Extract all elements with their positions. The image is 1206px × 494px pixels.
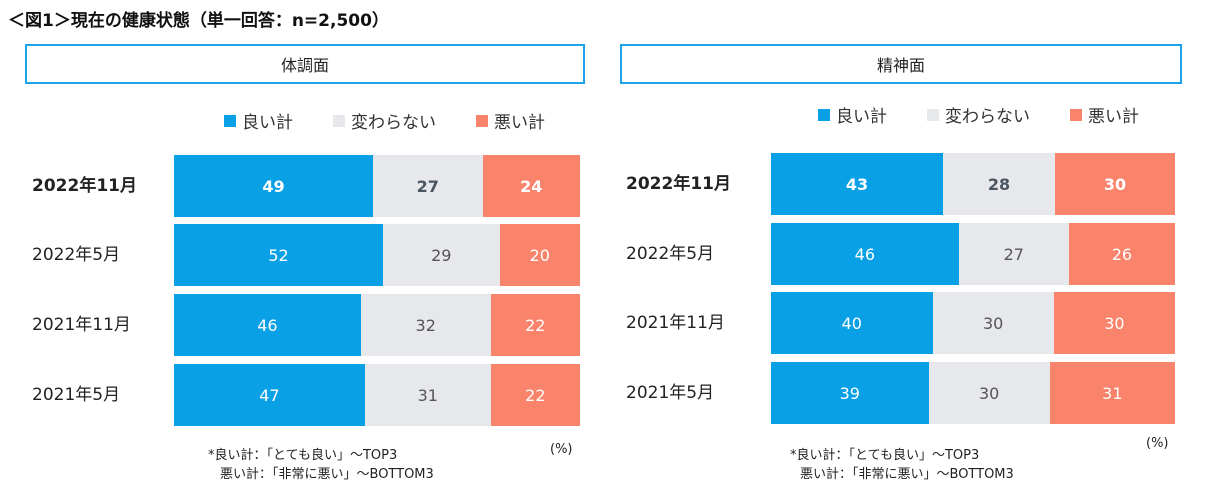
bar-segment-good: 46 xyxy=(174,294,361,356)
bar-segment-same: 27 xyxy=(958,223,1069,285)
stacked-bar: 52 29 20 xyxy=(174,224,580,286)
legend-item-bad: 悪い計 xyxy=(476,108,545,133)
bar-segment-same: 31 xyxy=(364,364,491,426)
bar-segment-bad: 20 xyxy=(499,224,580,286)
bar-segment-good: 43 xyxy=(771,153,943,215)
bar-segment-good: 39 xyxy=(771,362,929,424)
bar-segment-good: 49 xyxy=(174,155,373,217)
footnote-line-good: *良い計：「とても良い」～TOP3 xyxy=(790,448,980,463)
row-label: 2022年5月 xyxy=(626,244,715,264)
legend-swatch-good xyxy=(224,114,236,127)
bar-segment-same: 28 xyxy=(943,153,1055,215)
row-label: 2021年11月 xyxy=(626,313,725,333)
footnote-physical: *良い計：「とても良い」～TOP3 悪い計：「非常に悪い」～BOTTOM3 xyxy=(208,446,434,484)
unit-label-physical: (%) xyxy=(550,442,573,457)
legend-label-good: 良い計 xyxy=(242,113,293,133)
legend-label-good: 良い計 xyxy=(836,107,887,127)
legend-physical: 良い計 変わらない 悪い計 xyxy=(224,108,545,133)
stacked-bar: 47 31 22 xyxy=(174,364,580,426)
row-label: 2021年5月 xyxy=(626,383,715,403)
footnote-line-bad: 悪い計：「非常に悪い」～BOTTOM3 xyxy=(800,467,1014,482)
figure-title: ＜図1＞現在の健康状態（単一回答：n=2,500） xyxy=(8,11,389,31)
legend-swatch-same xyxy=(333,114,345,127)
legend-item-good: 良い計 xyxy=(224,108,293,133)
panel-header-mental: 精神面 xyxy=(620,44,1182,84)
stacked-bar: 46 32 22 xyxy=(174,294,580,356)
bar-segment-good: 46 xyxy=(771,223,959,285)
bar-segment-same: 29 xyxy=(383,224,500,286)
bar-segment-good: 47 xyxy=(174,364,365,426)
footnote-mental: *良い計：「とても良い」～TOP3 悪い計：「非常に悪い」～BOTTOM3 xyxy=(790,446,1014,484)
bar-segment-same: 32 xyxy=(360,294,491,356)
legend-swatch-bad xyxy=(1070,108,1082,121)
panel-header-physical: 体調面 xyxy=(25,44,585,84)
legend-swatch-bad xyxy=(476,114,488,127)
bar-segment-bad: 30 xyxy=(1053,292,1175,354)
footnote-line-bad: 悪い計：「非常に悪い」～BOTTOM3 xyxy=(220,467,434,482)
bar-segment-same: 30 xyxy=(932,292,1054,354)
legend-item-good: 良い計 xyxy=(818,102,887,127)
row-label: 2022年11月 xyxy=(626,174,731,194)
stacked-bar: 39 30 31 xyxy=(771,362,1175,424)
stacked-bar: 49 27 24 xyxy=(174,155,580,217)
bar-segment-bad: 24 xyxy=(482,155,580,217)
legend-item-same: 変わらない xyxy=(927,102,1030,127)
bar-segment-bad: 31 xyxy=(1049,362,1175,424)
stacked-bar: 40 30 30 xyxy=(771,292,1175,354)
legend-swatch-good xyxy=(818,108,830,121)
footnote-line-good: *良い計：「とても良い」～TOP3 xyxy=(208,448,398,463)
bar-segment-bad: 30 xyxy=(1055,153,1175,215)
bar-segment-bad: 22 xyxy=(490,364,580,426)
row-label: 2021年11月 xyxy=(32,315,131,335)
legend-item-bad: 悪い計 xyxy=(1070,102,1139,127)
bar-segment-bad: 26 xyxy=(1068,223,1175,285)
row-label: 2021年5月 xyxy=(32,385,121,405)
legend-swatch-same xyxy=(927,108,939,121)
stacked-bar: 46 27 26 xyxy=(771,223,1175,285)
bar-segment-same: 30 xyxy=(928,362,1050,424)
legend-mental: 良い計 変わらない 悪い計 xyxy=(818,102,1139,127)
legend-label-same: 変わらない xyxy=(945,107,1030,127)
legend-label-same: 変わらない xyxy=(351,113,436,133)
legend-label-bad: 悪い計 xyxy=(1088,107,1139,127)
legend-label-bad: 悪い計 xyxy=(494,113,545,133)
bar-segment-good: 52 xyxy=(174,224,384,286)
row-label: 2022年11月 xyxy=(32,176,137,196)
bar-segment-good: 40 xyxy=(771,292,933,354)
bar-segment-same: 27 xyxy=(372,155,483,217)
legend-item-same: 変わらない xyxy=(333,108,436,133)
row-label: 2022年5月 xyxy=(32,245,121,265)
bar-segment-bad: 22 xyxy=(490,294,580,356)
unit-label-mental: (%) xyxy=(1146,436,1169,451)
stacked-bar: 43 28 30 xyxy=(771,153,1175,215)
